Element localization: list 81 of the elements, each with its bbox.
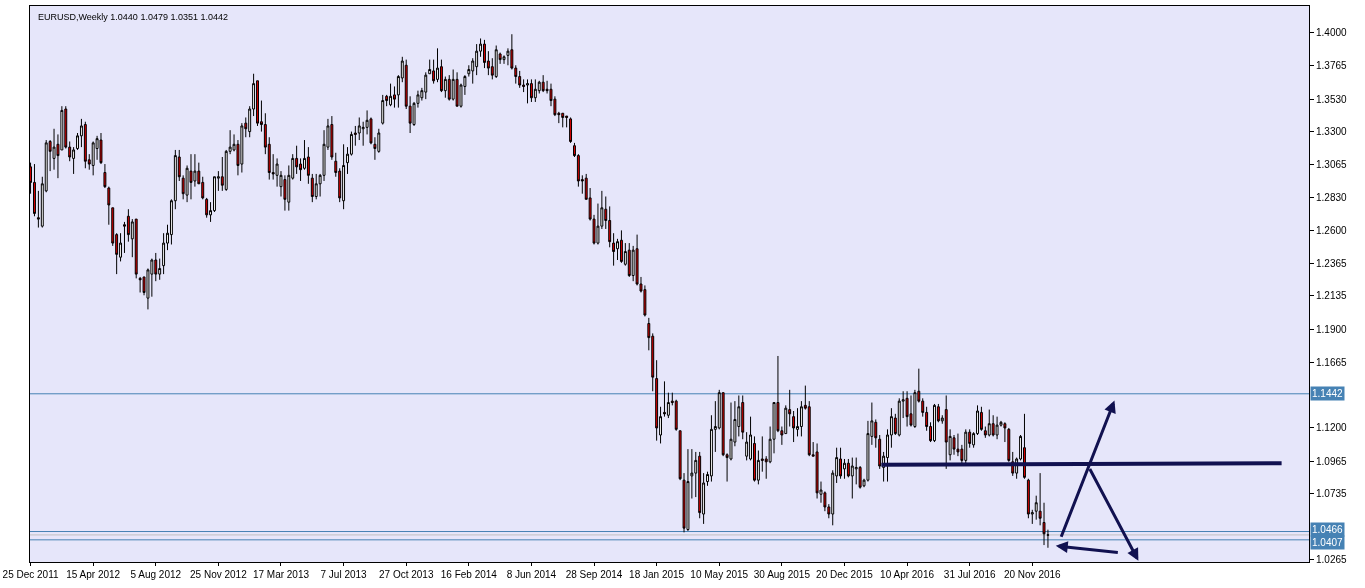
x-tick-label: 18 Jan 2015	[629, 569, 685, 580]
candlestick	[561, 112, 565, 128]
candlestick	[741, 394, 745, 440]
y-tick-label: 1.3765	[1316, 60, 1348, 72]
y-tick-label: 1.3065	[1316, 159, 1348, 171]
candlestick	[83, 121, 87, 169]
candlestick	[455, 71, 459, 107]
candlestick	[655, 359, 659, 442]
x-tick-label: 20 Nov 2016	[1003, 569, 1062, 580]
x-tick-label: 30 Aug 2015	[753, 569, 811, 580]
x-tick-label: 16 Feb 2014	[440, 569, 498, 580]
y-tick-label: 1.1665	[1316, 356, 1348, 368]
ref-line-label: 1.0407	[1312, 537, 1344, 548]
candlestick	[933, 403, 936, 443]
x-tick-label: 27 Oct 2013	[378, 569, 434, 580]
x-tick-label: 25 Nov 2012	[190, 569, 248, 580]
y-tick-label: 1.1900	[1316, 323, 1348, 335]
candlestick	[663, 380, 666, 418]
y-tick-label: 1.2830	[1316, 192, 1348, 204]
ref-line-label: 1.1442	[1312, 388, 1344, 399]
ref-line-label: 1.0466	[1312, 524, 1344, 535]
candlestick	[314, 173, 318, 200]
candlestick	[905, 390, 909, 428]
candlestick	[991, 414, 995, 437]
y-tick-label: 1.0265	[1316, 554, 1348, 566]
candlestick	[330, 115, 334, 161]
candlestick	[944, 394, 948, 470]
candlestick	[310, 173, 314, 203]
candlestick	[447, 74, 451, 102]
x-tick-label: 28 Sep 2014	[565, 569, 623, 580]
candlestick	[995, 416, 999, 440]
y-tick-label: 1.0735	[1316, 488, 1348, 500]
x-tick-label: 10 Apr 2016	[880, 569, 935, 580]
candlestick	[91, 140, 95, 176]
candlestick	[839, 447, 843, 480]
y-tick-label: 1.1200	[1316, 422, 1348, 434]
candlestick	[565, 115, 569, 128]
y-tick-label: 1.2135	[1316, 290, 1348, 302]
candlestick	[389, 83, 393, 107]
x-tick-label: 20 Dec 2015	[816, 569, 874, 580]
x-tick-label: 5 Aug 2012	[130, 569, 182, 580]
candlestick	[792, 410, 796, 443]
candlestick	[627, 242, 631, 278]
candlestick	[612, 232, 616, 267]
y-tick-label: 1.3300	[1316, 126, 1348, 138]
candlestick	[529, 78, 533, 103]
x-tick-label: 7 Jul 2013	[320, 569, 368, 580]
x-tick-label: 15 Apr 2012	[66, 569, 121, 580]
candlestick	[909, 394, 913, 428]
candlestick	[99, 132, 103, 165]
candlestick	[686, 448, 690, 532]
y-tick-label: 1.3530	[1316, 93, 1348, 105]
candlestick	[526, 78, 529, 104]
candlestick	[134, 218, 138, 279]
candlestick	[381, 94, 385, 126]
x-tick-label: 25 Dec 2011	[2, 569, 59, 580]
candlestick	[189, 153, 193, 200]
candlestick	[138, 276, 142, 293]
candlestick	[964, 428, 968, 464]
candlestick	[987, 409, 991, 437]
candlestick	[541, 74, 545, 93]
candlestick	[342, 143, 346, 210]
x-tick-label: 8 Jun 2014	[506, 569, 557, 580]
y-tick-label: 1.2600	[1316, 224, 1348, 236]
y-tick-label: 1.0965	[1316, 455, 1348, 467]
x-tick-label: 31 Jul 2016	[943, 569, 996, 580]
candlestick	[815, 442, 819, 499]
candlestick	[533, 78, 537, 103]
candlestick	[569, 116, 573, 144]
y-tick-label: 1.2365	[1316, 258, 1348, 270]
candlestick	[494, 45, 498, 79]
text: EURUSD,Weekly 1.0440 1.0479 1.0351 1.0442	[38, 12, 228, 23]
candlestick	[33, 163, 36, 217]
candlestick	[205, 197, 209, 219]
x-tick-label: 10 May 2015	[690, 569, 749, 580]
candlestick	[850, 457, 854, 499]
x-tick-label: 17 Mar 2013	[252, 569, 310, 580]
candlestick	[619, 229, 623, 264]
candlestick	[979, 406, 983, 432]
y-tick-label: 1.4000	[1316, 27, 1348, 39]
candlestick	[424, 71, 428, 100]
